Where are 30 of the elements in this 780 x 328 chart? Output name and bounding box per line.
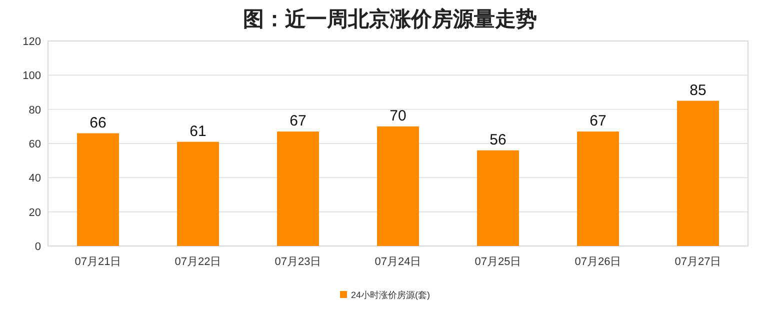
bar [77,133,119,246]
bar [277,132,319,246]
y-tick-label: 40 [28,172,41,185]
bar [377,126,419,246]
y-tick-label: 80 [28,104,41,116]
y-tick-label: 0 [34,241,41,253]
chart-title: 图：近一周北京涨价房源量走势 [243,7,537,31]
data-label: 67 [590,112,606,130]
legend-label: 24小时涨价房源(套) [351,290,430,300]
x-tick-label: 07月27日 [674,256,722,268]
x-tick-label: 07月24日 [374,256,422,268]
bar [477,150,519,246]
x-tick-label: 07月23日 [274,256,322,268]
data-label: 56 [490,131,506,148]
y-tick-label: 100 [22,70,41,82]
x-tick-label: 07月25日 [474,256,522,268]
y-tick-label: 20 [28,206,41,219]
bar [577,132,619,246]
x-tick-label: 07月21日 [74,256,122,268]
data-label: 66 [90,114,106,132]
x-tick-label: 07月26日 [574,256,622,268]
x-tick-label: 07月22日 [174,256,222,268]
y-tick-label: 60 [28,138,41,150]
bar [177,142,219,246]
data-label: 85 [690,82,706,99]
data-label: 70 [390,107,406,124]
y-tick-label: 120 [22,36,41,48]
data-label: 67 [290,112,306,130]
data-label: 61 [190,122,206,140]
bar [677,100,719,246]
